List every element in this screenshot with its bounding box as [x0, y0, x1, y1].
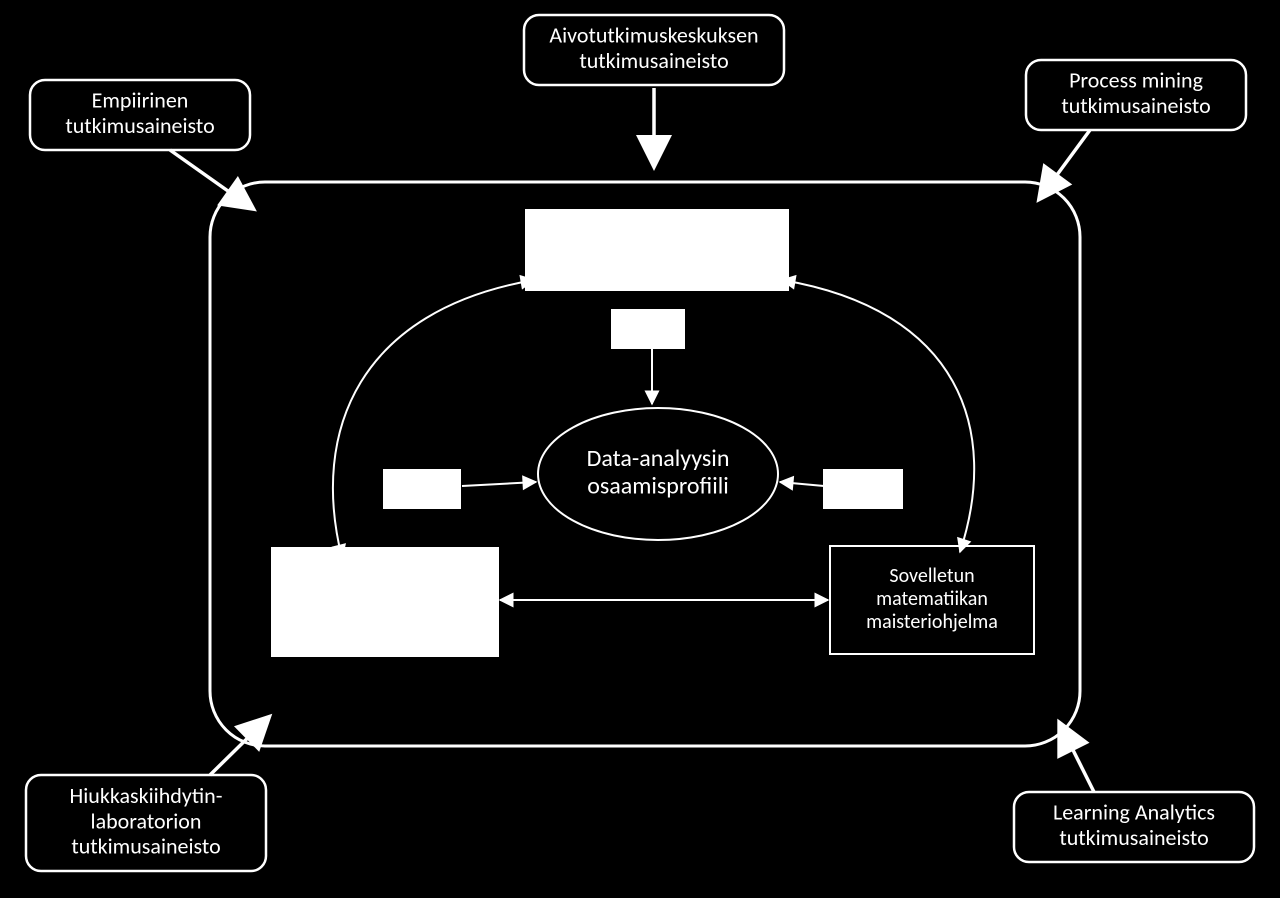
node-bottom-right-label-line-2: maisteriohjelma — [866, 610, 998, 634]
callout-top_left-label-line-0: Empiirinen — [92, 87, 189, 114]
callout-top_center-label-line-1: tutkimusaineisto — [579, 47, 728, 74]
diagram-canvas: EmpiirinentutkimusaineistoAivotutkimuske… — [0, 0, 1280, 898]
node-top-small — [612, 310, 684, 348]
callout-bottom_right-label-line-1: tutkimusaineisto — [1059, 824, 1208, 851]
node-top — [526, 210, 788, 290]
callout-bottom_right-arrow — [1060, 724, 1094, 792]
node-bottom-left — [272, 548, 498, 656]
edge-right-center — [780, 482, 824, 486]
callout-top_left-label-line-1: tutkimusaineisto — [65, 112, 214, 139]
callout-top_center-label-line-0: Aivotutkimuskeskuksen — [549, 22, 758, 49]
callout-bottom_left-label-line-2: tutkimusaineisto — [71, 833, 220, 860]
callout-bottom_left-label-line-1: laboratorion — [91, 807, 202, 834]
callout-bottom_right-label-line-0: Learning Analytics — [1053, 799, 1215, 826]
edge-left-center — [462, 482, 536, 486]
center-ellipse-label-line-1: osaamisprofiili — [587, 472, 729, 501]
edge-right-curve — [782, 280, 974, 552]
center-ellipse-label-line-0: Data-analyysin — [587, 444, 730, 473]
callout-top_right-arrow — [1040, 130, 1090, 198]
node-bottom-right-label-line-0: Sovelletun — [889, 564, 974, 588]
callout-bottom_left-label-line-0: Hiukkaskiihdytin- — [70, 782, 223, 809]
node-left-small — [384, 470, 460, 508]
node-bottom-right-label-line-1: matematiikan — [876, 587, 988, 611]
callout-top_left-arrow — [170, 150, 252, 208]
edge-left-curve — [333, 280, 534, 558]
node-right-small — [824, 470, 902, 508]
callout-top_right-label-line-1: tutkimusaineisto — [1061, 92, 1210, 119]
callout-top_right-label-line-0: Process mining — [1069, 67, 1203, 94]
